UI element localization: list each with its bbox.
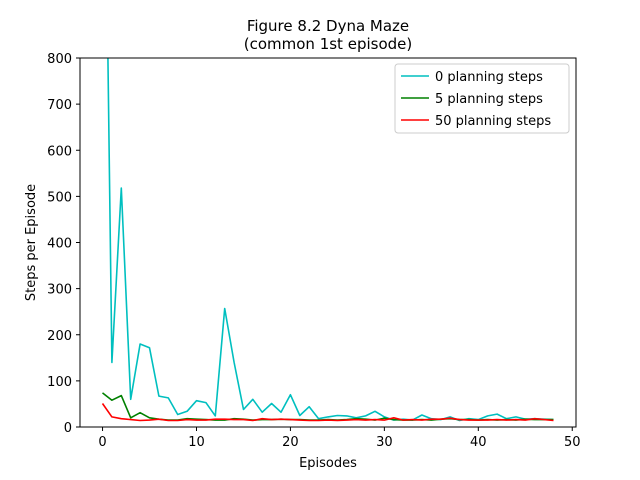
y-tick-label: 400	[47, 237, 72, 252]
x-tick-label: 40	[470, 435, 487, 450]
series-layer	[101, 58, 554, 422]
legend-label-1: 5 planning steps	[435, 92, 543, 107]
chart-subtitle: (common 1st episode)	[244, 35, 412, 53]
legend-box	[394, 63, 570, 134]
y-tick-label: 800	[47, 52, 72, 67]
y-tick-label: 100	[47, 375, 72, 390]
y-tick-label: 300	[47, 283, 72, 298]
series-line-2	[101, 403, 554, 422]
legend-label-2: 50 planning steps	[435, 114, 551, 129]
y-tick-label: 200	[47, 329, 72, 344]
y-tick-label: 600	[47, 144, 72, 159]
y-axis-label: Steps per Episode	[24, 184, 39, 301]
x-tick-label: 20	[282, 435, 299, 450]
x-axis-label: Episodes	[299, 456, 357, 471]
y-tick-label: 500	[47, 190, 72, 205]
y-tick-label: 700	[47, 98, 72, 113]
plot-frame	[79, 57, 577, 428]
series-line-0	[107, 58, 554, 422]
legend: 0 planning steps 5 planning steps 50 plann…	[394, 63, 570, 134]
chart-title: Figure 8.2 Dyna Maze	[247, 17, 409, 35]
x-tick-label: 50	[564, 435, 581, 450]
x-tick-label: 10	[188, 435, 205, 450]
x-tick-label: 0	[98, 435, 106, 450]
x-tick-label: 30	[376, 435, 393, 450]
y-tick-label: 0	[64, 421, 72, 436]
legend-label-0: 0 planning steps	[435, 70, 543, 85]
